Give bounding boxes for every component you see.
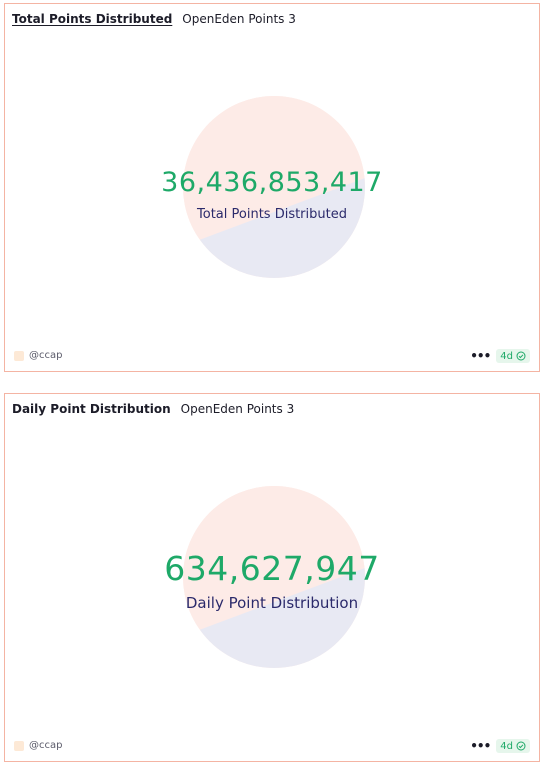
check-circle-icon	[516, 351, 526, 361]
pie-svg	[183, 486, 365, 668]
more-icon[interactable]: •••	[470, 739, 491, 753]
pie-svg	[183, 96, 365, 278]
check-circle-icon	[516, 741, 526, 751]
age-badge: 4d	[496, 739, 530, 753]
card-subtitle: OpenEden Points 3	[180, 402, 295, 416]
pie-slice-lower	[183, 568, 365, 668]
card-footer-author[interactable]: @ccap	[14, 350, 62, 361]
query-card-total-points: Total Points Distributed OpenEden Points…	[4, 3, 540, 372]
metric-label: Total Points Distributed	[197, 207, 347, 222]
age-text: 4d	[500, 740, 513, 752]
card-header: Daily Point Distribution OpenEden Points…	[12, 402, 294, 416]
avatar	[14, 740, 24, 751]
card-footer-author[interactable]: @ccap	[14, 740, 62, 751]
pie-slice-lower	[183, 178, 365, 278]
card-footer-actions: ••• 4d	[470, 739, 530, 753]
background-pie	[183, 96, 365, 278]
more-icon[interactable]: •••	[470, 349, 491, 363]
query-card-daily-distribution: Daily Point Distribution OpenEden Points…	[4, 393, 540, 762]
age-badge: 4d	[496, 349, 530, 363]
metric-value: 36,436,853,417	[161, 167, 383, 198]
card-footer-actions: ••• 4d	[470, 349, 530, 363]
card-title-link[interactable]: Total Points Distributed	[12, 12, 173, 26]
author-name: @ccap	[29, 350, 63, 361]
metric-value: 634,627,947	[164, 549, 380, 588]
age-text: 4d	[500, 350, 513, 362]
background-pie	[183, 486, 365, 668]
avatar	[14, 350, 24, 361]
metric-label: Daily Point Distribution	[185, 594, 359, 612]
author-name: @ccap	[29, 740, 63, 751]
card-title-link[interactable]: Daily Point Distribution	[12, 402, 171, 416]
card-subtitle: OpenEden Points 3	[182, 12, 296, 26]
card-header: Total Points Distributed OpenEden Points…	[12, 12, 296, 26]
